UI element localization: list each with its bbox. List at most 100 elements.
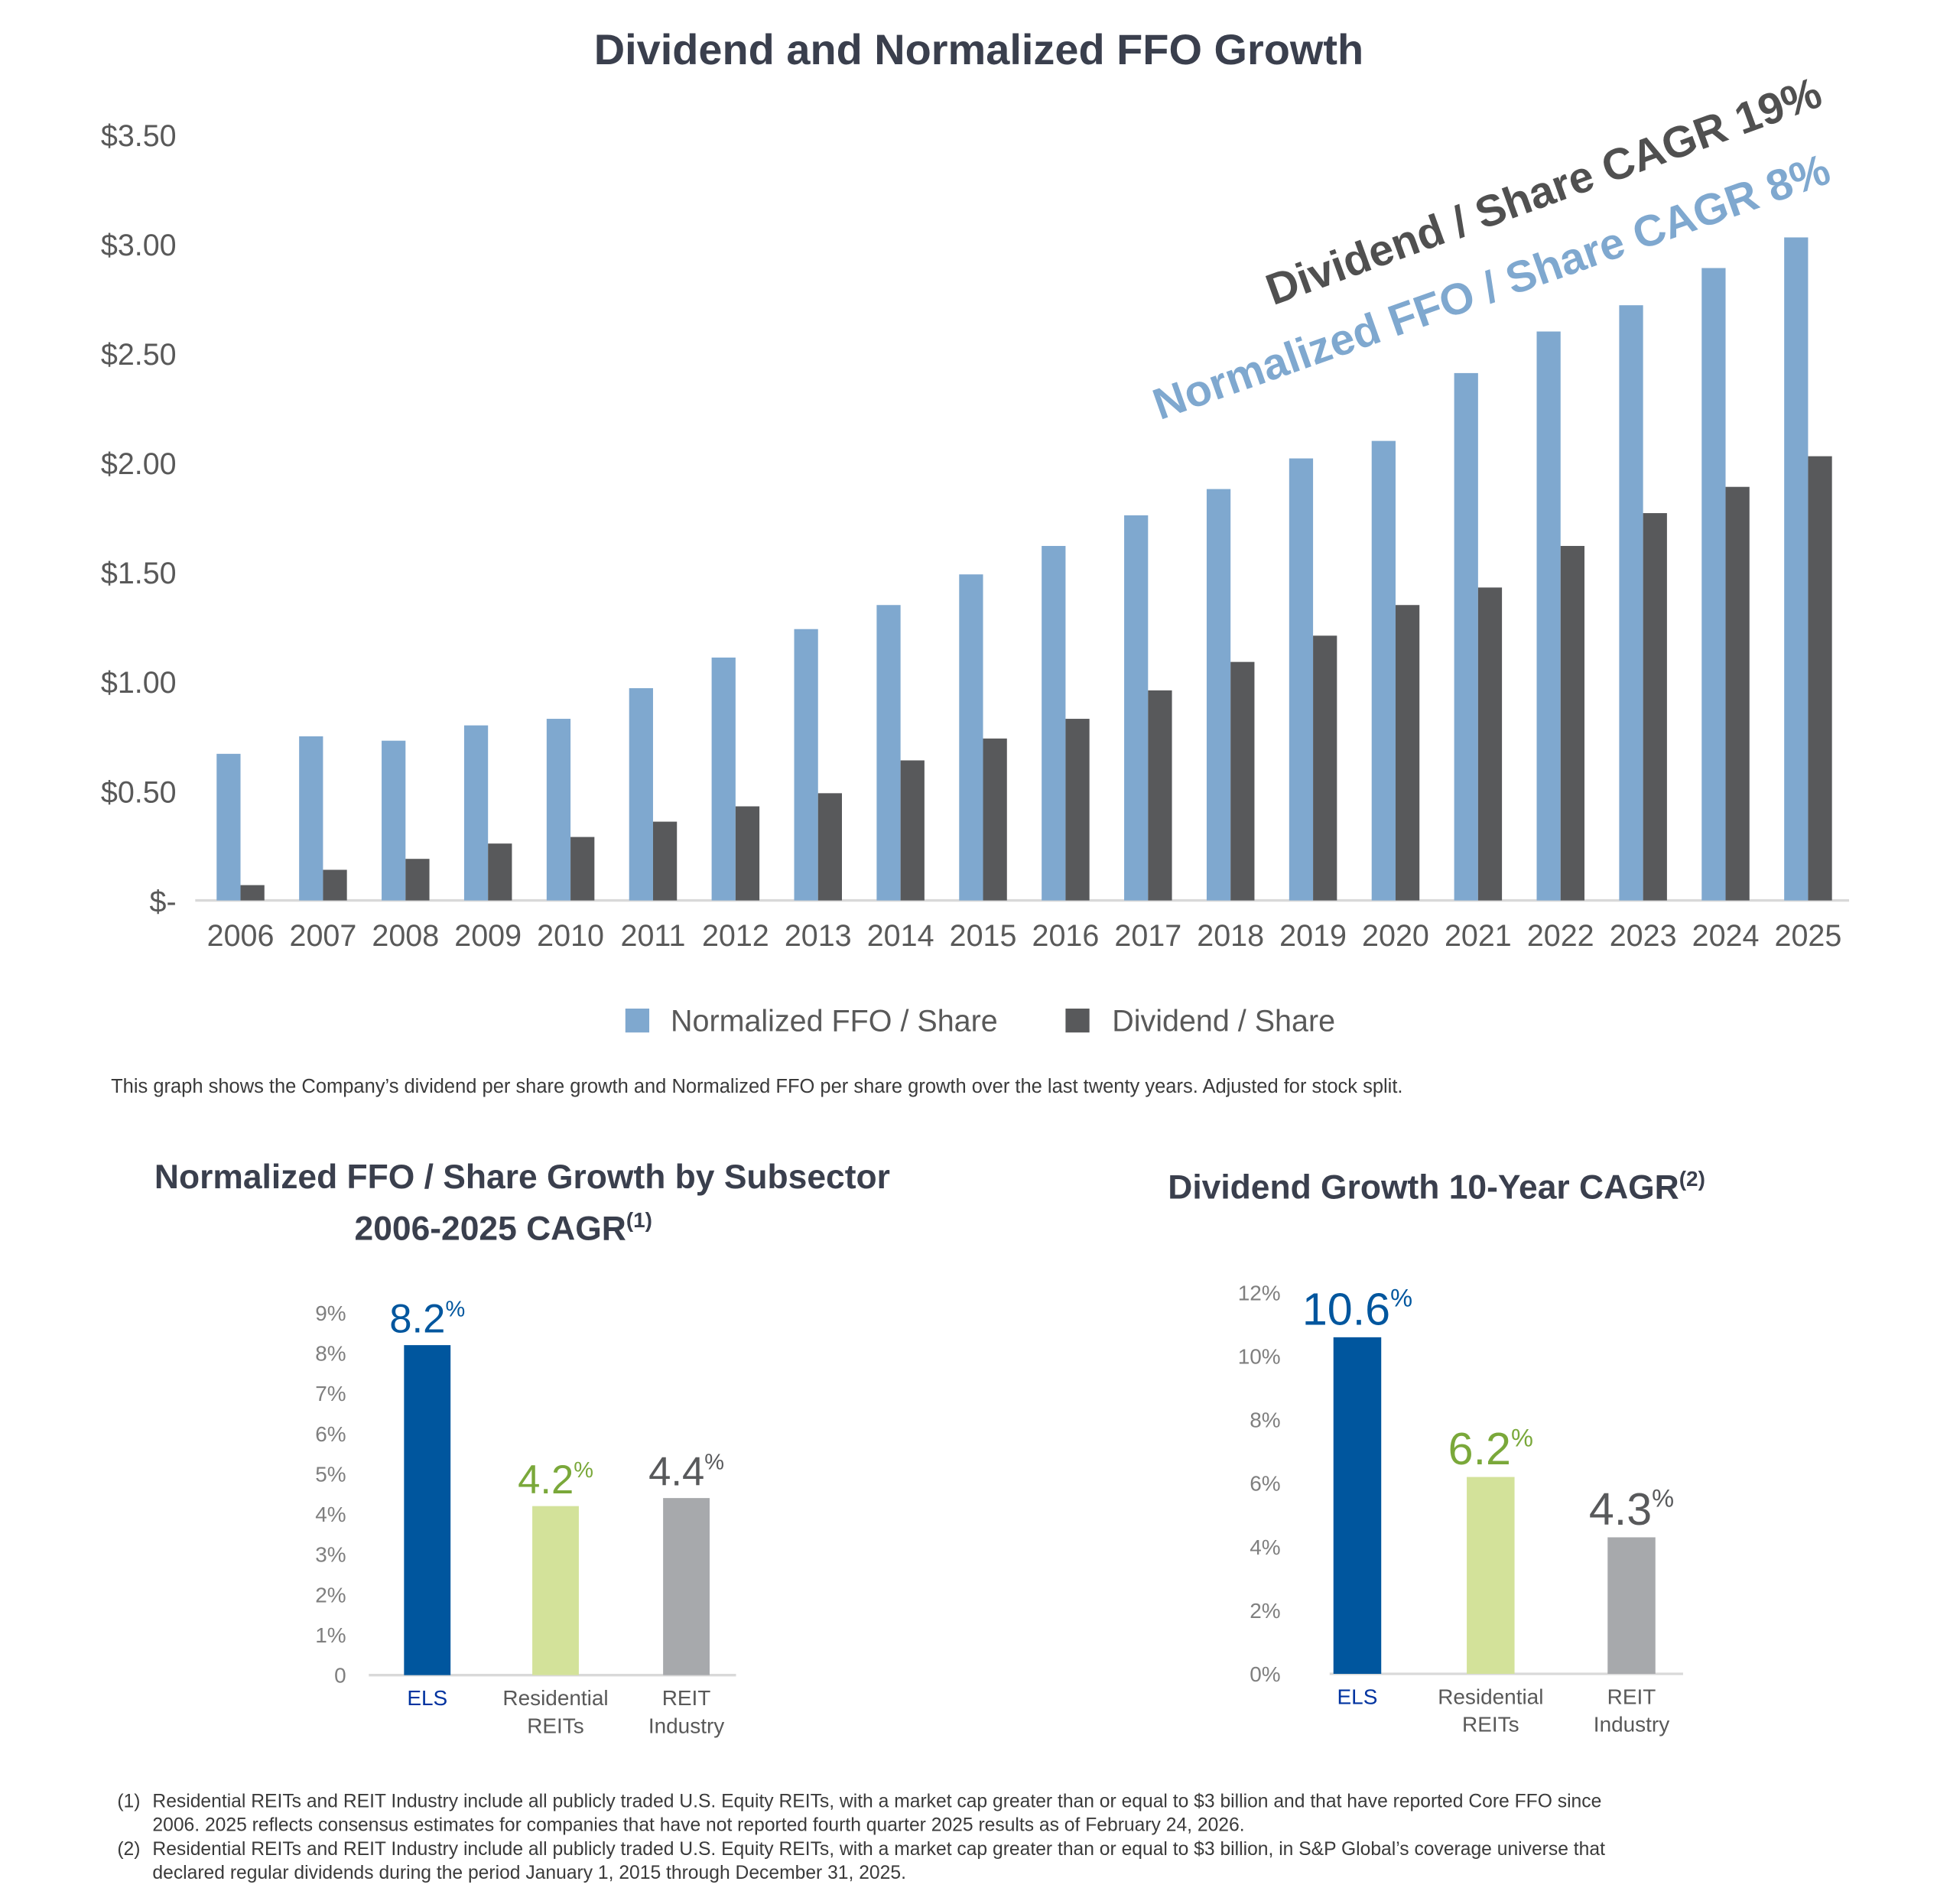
y-tick-label: 6% bbox=[1250, 1472, 1280, 1496]
x-tick-label: 2013 bbox=[785, 919, 852, 953]
legend-swatch-dividend bbox=[1065, 1009, 1090, 1033]
legend-label-ffo: Normalized FFO / Share bbox=[671, 1005, 998, 1038]
x-tick-label: 2011 bbox=[621, 919, 686, 953]
legend-swatch-ffo bbox=[625, 1009, 650, 1033]
dividend-bar bbox=[1643, 513, 1667, 901]
y-tick-label: $2.00 bbox=[101, 447, 177, 481]
y-tick-label: 8% bbox=[315, 1342, 346, 1366]
ffo-bar bbox=[794, 629, 818, 901]
ffo-bar bbox=[959, 574, 983, 901]
ffo-bar bbox=[1124, 515, 1149, 901]
x-tick-label: 2014 bbox=[867, 919, 934, 953]
y-tick-label: 2% bbox=[315, 1583, 346, 1607]
y-tick-label: 10% bbox=[1238, 1345, 1281, 1369]
x-tick-label: 2019 bbox=[1279, 919, 1347, 953]
category-label: Industry bbox=[1594, 1713, 1669, 1737]
value-label: 4.2% bbox=[518, 1457, 593, 1503]
ffo-bar bbox=[1206, 489, 1231, 901]
main-chart-title: Dividend and Normalized FFO Growth bbox=[594, 25, 1363, 73]
x-tick-label: 2025 bbox=[1775, 919, 1842, 953]
dividend-bar bbox=[1313, 635, 1337, 901]
y-tick-label: 4% bbox=[1250, 1535, 1280, 1559]
percent-sign: % bbox=[1390, 1285, 1412, 1312]
ffo-bar bbox=[546, 719, 571, 901]
y-tick-label: 6% bbox=[315, 1422, 346, 1446]
footnote-text: declared regular dividends during the pe… bbox=[152, 1863, 906, 1883]
category-bar bbox=[1467, 1477, 1515, 1675]
category-bar bbox=[1607, 1537, 1656, 1675]
value-label: 10.6% bbox=[1302, 1283, 1412, 1334]
footnote-marker: (2) bbox=[117, 1839, 140, 1860]
category-label: REIT bbox=[1607, 1685, 1656, 1709]
y-tick-label: 3% bbox=[315, 1543, 346, 1567]
y-tick-label: 12% bbox=[1238, 1282, 1281, 1305]
ffo-subsector-subtitle: 2006-2025 CAGR(1) bbox=[355, 1208, 652, 1247]
y-tick-label: 9% bbox=[315, 1301, 346, 1325]
dividend-bar bbox=[570, 837, 595, 901]
ffo-bar bbox=[1619, 305, 1643, 901]
ffo-bar bbox=[1042, 545, 1066, 901]
dividend-bar bbox=[1230, 661, 1255, 901]
footnote-text: Residential REITs and REIT Industry incl… bbox=[152, 1839, 1605, 1860]
dividend-cagr-chart: 0% 2% 4% 6% 8% 10% 12% 10.6% ELS 6.2% Residential R… bbox=[1238, 1282, 1683, 1737]
category-bar bbox=[1333, 1337, 1382, 1675]
dividend-title-text: Dividend Growth 10-Year CAGR bbox=[1168, 1168, 1679, 1206]
dividend-bar bbox=[817, 793, 842, 901]
x-tick-label: 2018 bbox=[1197, 919, 1264, 953]
category-label: REITs bbox=[1462, 1713, 1519, 1737]
percent-sign: % bbox=[1652, 1484, 1674, 1512]
footnote-ref-1: (1) bbox=[626, 1208, 652, 1232]
footnote-marker: (1) bbox=[117, 1791, 140, 1811]
x-tick-label: 2021 bbox=[1445, 919, 1512, 953]
y-tick-label: 2% bbox=[1250, 1599, 1280, 1623]
value-label: 8.2% bbox=[389, 1297, 465, 1342]
value-label: 6.2% bbox=[1448, 1423, 1533, 1474]
dividend-bar bbox=[240, 885, 265, 901]
footnote-text: Residential REITs and REIT Industry incl… bbox=[152, 1791, 1601, 1811]
ffo-bar bbox=[711, 657, 736, 901]
x-tick-label: 2007 bbox=[290, 919, 357, 953]
y-tick-label: $1.50 bbox=[101, 557, 177, 590]
y-tick-label: $1.00 bbox=[101, 666, 177, 700]
value-number: 8.2 bbox=[389, 1297, 445, 1342]
dividend-bar bbox=[735, 806, 760, 901]
category-label: ELS bbox=[407, 1686, 447, 1710]
dividend-bar bbox=[983, 738, 1007, 901]
main-legend: Normalized FFO / Share Dividend / Share bbox=[625, 1005, 1335, 1038]
y-tick-label: 8% bbox=[1250, 1409, 1280, 1432]
category-label: Industry bbox=[648, 1714, 724, 1737]
category-bar bbox=[532, 1506, 579, 1675]
ffo-bar bbox=[876, 605, 901, 901]
x-tick-label: 2006 bbox=[207, 919, 275, 953]
ffo-bar bbox=[463, 725, 489, 901]
ffo-bar bbox=[629, 687, 653, 901]
category-label: Residential bbox=[1438, 1685, 1543, 1709]
dividend-bar bbox=[1725, 486, 1750, 901]
x-tick-label: 2010 bbox=[537, 919, 604, 953]
ffo-bar bbox=[299, 736, 323, 901]
percent-sign: % bbox=[1511, 1424, 1533, 1451]
x-tick-label: 2009 bbox=[454, 919, 522, 953]
dividend-bar bbox=[1065, 719, 1090, 901]
dividend-cagr-title: Dividend Growth 10-Year CAGR(2) bbox=[1168, 1167, 1705, 1206]
dividend-bar bbox=[1560, 545, 1584, 901]
y-tick-label: 4% bbox=[315, 1503, 346, 1526]
footnote-text: 2006. 2025 reflects consensus estimates … bbox=[152, 1815, 1244, 1836]
category-label: ELS bbox=[1337, 1685, 1378, 1709]
x-tick-label: 2023 bbox=[1610, 919, 1677, 953]
y-tick-label: $3.00 bbox=[101, 229, 177, 262]
value-number: 4.2 bbox=[518, 1457, 574, 1503]
y-tick-label: $3.50 bbox=[101, 119, 177, 153]
dividend-bar bbox=[1395, 605, 1420, 901]
x-tick-label: 2017 bbox=[1114, 919, 1181, 953]
y-tick-label: $2.50 bbox=[101, 338, 177, 372]
x-tick-label: 2022 bbox=[1527, 919, 1594, 953]
dividend-bar bbox=[1477, 587, 1503, 901]
y-tick-label: 1% bbox=[315, 1623, 346, 1647]
percent-sign: % bbox=[445, 1298, 465, 1322]
category-bar bbox=[404, 1345, 451, 1675]
y-tick-label: 7% bbox=[315, 1382, 346, 1405]
ffo-bar bbox=[382, 740, 406, 901]
ffo-bar bbox=[1701, 268, 1726, 901]
legend-label-dividend: Dividend / Share bbox=[1112, 1005, 1335, 1038]
